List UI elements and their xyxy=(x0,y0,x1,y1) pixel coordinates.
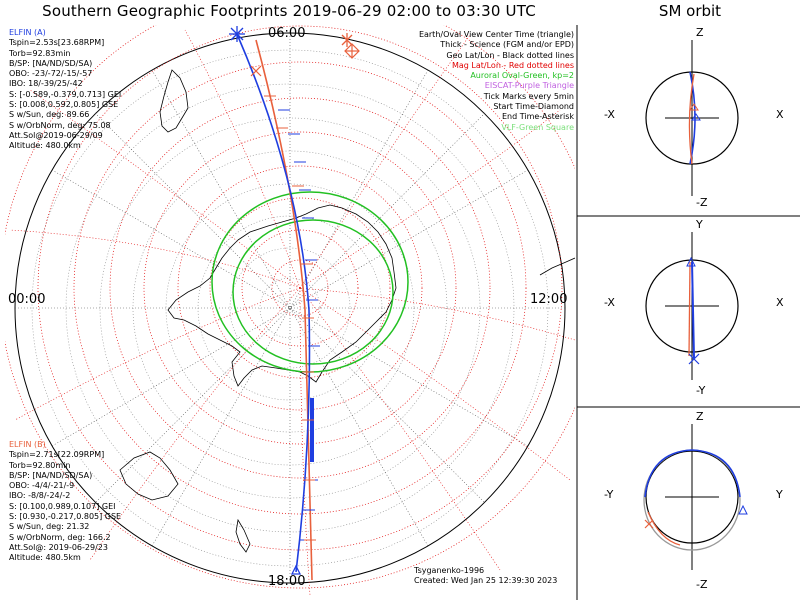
elfin-b-info: ELFIN (B) Tspin=2.71s[22.09RPM] Torb=92.… xyxy=(9,440,121,564)
elfin-b-start-asterisk xyxy=(250,65,262,77)
sm-panel-yz xyxy=(643,424,748,570)
elfin-a-track xyxy=(236,33,311,573)
antarctica-coastline xyxy=(167,204,397,387)
elfin-b-line: B/SP: [NA/ND/SD/SA) xyxy=(9,470,93,480)
sm-panel-xy xyxy=(645,232,739,380)
elfin-b-line: Tspin=2.71s[22.09RPM] xyxy=(9,450,105,460)
panel1-top-label: Z xyxy=(696,26,704,39)
panel2-top-label: Y xyxy=(696,218,703,231)
elfin-a-line: Att.Sol@2019-06-29/09 xyxy=(9,130,103,140)
elfin-a-end-asterisk xyxy=(229,26,245,42)
panel3-right-label: Y xyxy=(776,488,783,501)
elfin-a-line: S w/Sun, deg: 89.66 xyxy=(9,110,90,120)
panel3-left-label: -Y xyxy=(604,488,614,501)
elfin-b-start-diamond xyxy=(344,43,360,59)
created-label: Created: Wed Jan 25 12:39:30 2023 xyxy=(414,576,558,586)
credits: Tsyganenko-1996 Created: Wed Jan 25 12:3… xyxy=(414,566,557,587)
panel2-left-label: -X xyxy=(604,296,615,309)
legend-item: Geo Lat/Lon - Black dotted lines xyxy=(446,50,574,60)
elfin-a-line: S: [0.008,0.592,0.805] GSE xyxy=(9,100,119,110)
elfin-b-line: OBO: -4/4/-21/-9 xyxy=(9,481,75,491)
elfin-b-track xyxy=(255,39,313,581)
auroral-oval-inner xyxy=(232,219,394,365)
main-title: Southern Geographic Footprints 2019-06-2… xyxy=(42,2,536,20)
legend-item: VLF-Green Square xyxy=(501,122,574,132)
sm-orbit-title: SM orbit xyxy=(658,2,722,20)
legend-item: End Time-Asterisk xyxy=(501,112,574,122)
time-label-top: 06:00 xyxy=(268,26,306,41)
legend-item: Tick Marks every 5min xyxy=(483,91,574,101)
elfin-b-line: S w/Sun, deg: 21.32 xyxy=(9,522,90,532)
new-zealand-fragment xyxy=(235,518,251,553)
legend-item: Earth/Oval View Center Time (triangle) xyxy=(418,30,574,39)
elfin-b-line: Att.Sol@: 2019-06-29/23 xyxy=(9,542,108,552)
elfin-b-line: IBO: -8/8/-24/-2 xyxy=(9,491,71,501)
elfin-a-line: Tspin=2.53s[23.68RPM] xyxy=(9,38,105,48)
elfin-a-line: OBO: -23/-72/-15/-57 xyxy=(9,69,93,79)
model-label: Tsyganenko-1996 xyxy=(414,566,485,575)
geo-meridians xyxy=(15,33,565,583)
elfin-b-name: ELFIN (B) xyxy=(9,440,46,449)
elfin-a-line: IBO: 18/-39/25/-42 xyxy=(9,79,83,89)
panel3-bottom-label: -Z xyxy=(696,578,708,591)
elfin-b-line: S w/OrbNorm, deg: 166.2 xyxy=(9,532,111,542)
elfin-b-tick-marks xyxy=(264,95,316,541)
elfin-a-start-triangle xyxy=(290,564,302,575)
panel1-right-label: X xyxy=(776,108,784,121)
elfin-b-line: Torb=92.80min xyxy=(9,460,71,470)
legend-item: Start Time-Diamond xyxy=(493,102,574,112)
legend: Earth/Oval View Center Time (triangle) T… xyxy=(419,30,574,133)
panel2-right-label: X xyxy=(776,296,784,309)
elfin-a-line: Torb=92.83min xyxy=(9,48,71,58)
legend-item: Auroral Oval-Green, kp=2 xyxy=(470,71,574,81)
panel2-bottom-label: -Y xyxy=(696,384,706,397)
elfin-b-line: S: [0.100,0.989,0.107] GEI xyxy=(9,501,116,511)
sm-panel-xz xyxy=(645,40,739,196)
time-label-left: 00:00 xyxy=(8,292,46,307)
elfin-a-line: S: [-0.589,-0.379,0.713] GEI xyxy=(9,89,122,99)
legend-item: EISCAT-Purple Triangle xyxy=(484,81,574,91)
australia-fragment xyxy=(119,451,179,501)
panel3-top-label: Z xyxy=(696,410,704,423)
mag-latitude-circles xyxy=(5,25,575,589)
time-label-right: 12:00 xyxy=(530,292,568,307)
elfin-a-line: B/SP: [NA/ND/SD/SA) xyxy=(9,58,93,68)
elfin-a-line: Altitude: 480.0km xyxy=(9,141,81,151)
legend-item: Mag Lat/Lon - Red dotted lines xyxy=(451,60,574,70)
elfin-a-info: ELFIN (A) Tspin=2.53s[23.68RPM] Torb=92.… xyxy=(9,28,121,152)
panel1-left-label: -X xyxy=(604,108,615,121)
elfin-b-end-asterisk xyxy=(341,33,353,47)
elfin-b-line: Altitude: 480.5km xyxy=(9,553,81,563)
time-label-bottom: 18:00 xyxy=(268,574,306,589)
elfin-b-line: S: [0.930,-0.217,0.805] GSE xyxy=(9,512,122,522)
legend-item: Thick - Science (FGM and/or EPD) xyxy=(440,40,574,50)
panel1-bottom-label: -Z xyxy=(696,196,708,209)
elfin-a-name: ELFIN (A) xyxy=(9,28,46,37)
south-america-tip xyxy=(159,69,189,133)
elfin-a-line: S w/OrbNorm, deg: 75.08 xyxy=(9,120,111,130)
africa-tip xyxy=(539,257,575,276)
mag-meridians xyxy=(9,29,575,595)
